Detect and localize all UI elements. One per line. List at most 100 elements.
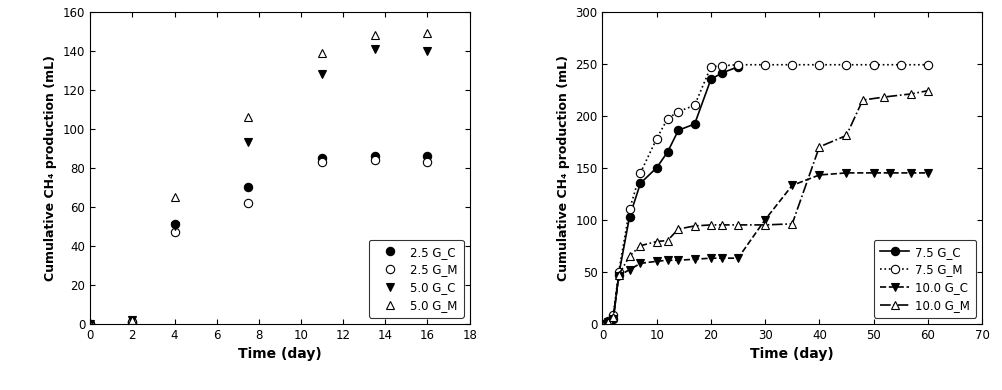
- 7.5 G_C: [688, 122, 700, 126]
- 10.0 G_C: [760, 217, 772, 222]
- Line: 7.5 G_M: 7.5 G_M: [598, 60, 932, 328]
- 7.5 G_C: [650, 165, 662, 170]
- 10.0 G_M: [814, 145, 826, 149]
- 10.0 G_C: [814, 173, 826, 177]
- 7.5 G_C: [602, 319, 614, 324]
- 10.0 G_C: [607, 316, 619, 321]
- 5.0 G_M: [168, 195, 180, 199]
- Legend: 2.5 G_C, 2.5 G_M, 5.0 G_C, 5.0 G_M: 2.5 G_C, 2.5 G_M, 5.0 G_C, 5.0 G_M: [369, 240, 464, 318]
- 5.0 G_C: [422, 48, 434, 53]
- 7.5 G_M: [895, 62, 907, 67]
- 10.0 G_C: [868, 170, 880, 175]
- 7.5 G_M: [922, 62, 934, 67]
- 10.0 G_M: [760, 223, 772, 227]
- 7.5 G_M: [623, 207, 635, 212]
- 7.5 G_C: [672, 128, 684, 133]
- 7.5 G_M: [688, 103, 700, 108]
- 10.0 G_M: [841, 133, 853, 138]
- 2.5 G_M: [84, 321, 96, 326]
- 2.5 G_C: [369, 154, 381, 158]
- 5.0 G_M: [422, 31, 434, 35]
- 7.5 G_M: [787, 62, 799, 67]
- 7.5 G_M: [602, 318, 614, 323]
- 10.0 G_M: [607, 315, 619, 320]
- 2.5 G_M: [168, 230, 180, 234]
- Legend: 7.5 G_C, 7.5 G_M, 10.0 G_C, 10.0 G_M: 7.5 G_C, 7.5 G_M, 10.0 G_C, 10.0 G_M: [874, 240, 976, 318]
- Line: 10.0 G_M: 10.0 G_M: [598, 87, 932, 328]
- 10.0 G_M: [715, 223, 727, 227]
- 7.5 G_M: [760, 62, 772, 67]
- 7.5 G_C: [634, 181, 646, 186]
- Line: 2.5 G_M: 2.5 G_M: [86, 156, 432, 328]
- 10.0 G_M: [857, 98, 869, 103]
- X-axis label: Time (day): Time (day): [238, 347, 322, 361]
- 7.5 G_M: [841, 62, 853, 67]
- 10.0 G_C: [922, 170, 934, 175]
- 10.0 G_M: [688, 223, 700, 228]
- 7.5 G_M: [814, 62, 826, 67]
- 10.0 G_M: [623, 254, 635, 259]
- 7.5 G_C: [596, 321, 608, 326]
- 2.5 G_M: [422, 160, 434, 164]
- 7.5 G_M: [868, 62, 880, 67]
- 7.5 G_M: [715, 64, 727, 68]
- 10.0 G_M: [704, 223, 716, 227]
- 2.5 G_M: [369, 158, 381, 162]
- 7.5 G_M: [634, 170, 646, 175]
- 5.0 G_C: [242, 140, 255, 145]
- 7.5 G_M: [704, 64, 716, 69]
- 5.0 G_M: [126, 317, 138, 322]
- 10.0 G_C: [596, 321, 608, 326]
- 10.0 G_C: [732, 256, 744, 261]
- Y-axis label: Cumulative CH₄ production (mL): Cumulative CH₄ production (mL): [44, 55, 57, 281]
- 10.0 G_M: [596, 321, 608, 326]
- 10.0 G_M: [602, 319, 614, 324]
- Line: 10.0 G_C: 10.0 G_C: [598, 169, 932, 328]
- 10.0 G_M: [634, 243, 646, 248]
- 10.0 G_C: [688, 257, 700, 262]
- 2.5 G_C: [242, 185, 255, 190]
- 2.5 G_M: [316, 160, 328, 164]
- X-axis label: Time (day): Time (day): [750, 347, 834, 361]
- 7.5 G_C: [613, 273, 625, 277]
- 10.0 G_C: [906, 170, 918, 175]
- 7.5 G_C: [715, 71, 727, 75]
- 5.0 G_C: [316, 72, 328, 76]
- 7.5 G_M: [613, 269, 625, 274]
- 5.0 G_C: [168, 224, 180, 229]
- 5.0 G_M: [242, 115, 255, 119]
- 5.0 G_C: [126, 317, 138, 322]
- 7.5 G_C: [704, 77, 716, 82]
- 2.5 G_M: [126, 319, 138, 324]
- 10.0 G_C: [841, 170, 853, 175]
- 10.0 G_M: [906, 92, 918, 96]
- 10.0 G_M: [787, 222, 799, 226]
- 10.0 G_M: [613, 273, 625, 277]
- 10.0 G_M: [650, 239, 662, 244]
- 10.0 G_C: [884, 170, 896, 175]
- Y-axis label: Cumulative CH₄ production (mL): Cumulative CH₄ production (mL): [557, 55, 570, 281]
- 10.0 G_C: [672, 258, 684, 262]
- 7.5 G_M: [732, 62, 744, 67]
- 10.0 G_C: [602, 319, 614, 324]
- 7.5 G_M: [650, 136, 662, 141]
- 7.5 G_M: [596, 321, 608, 326]
- 10.0 G_C: [650, 259, 662, 264]
- 2.5 G_C: [84, 321, 96, 326]
- 7.5 G_M: [607, 313, 619, 318]
- 10.0 G_M: [922, 89, 934, 93]
- 7.5 G_C: [661, 150, 673, 154]
- 7.5 G_C: [732, 64, 744, 69]
- 10.0 G_C: [715, 256, 727, 261]
- 10.0 G_M: [732, 223, 744, 227]
- Line: 5.0 G_C: 5.0 G_C: [86, 44, 432, 328]
- 2.5 G_C: [422, 154, 434, 158]
- 10.0 G_C: [623, 267, 635, 272]
- 10.0 G_C: [613, 273, 625, 278]
- 10.0 G_C: [704, 256, 716, 261]
- 5.0 G_C: [84, 321, 96, 326]
- 7.5 G_M: [661, 117, 673, 121]
- 7.5 G_C: [607, 316, 619, 321]
- 7.5 G_C: [623, 214, 635, 219]
- 2.5 G_C: [126, 319, 138, 324]
